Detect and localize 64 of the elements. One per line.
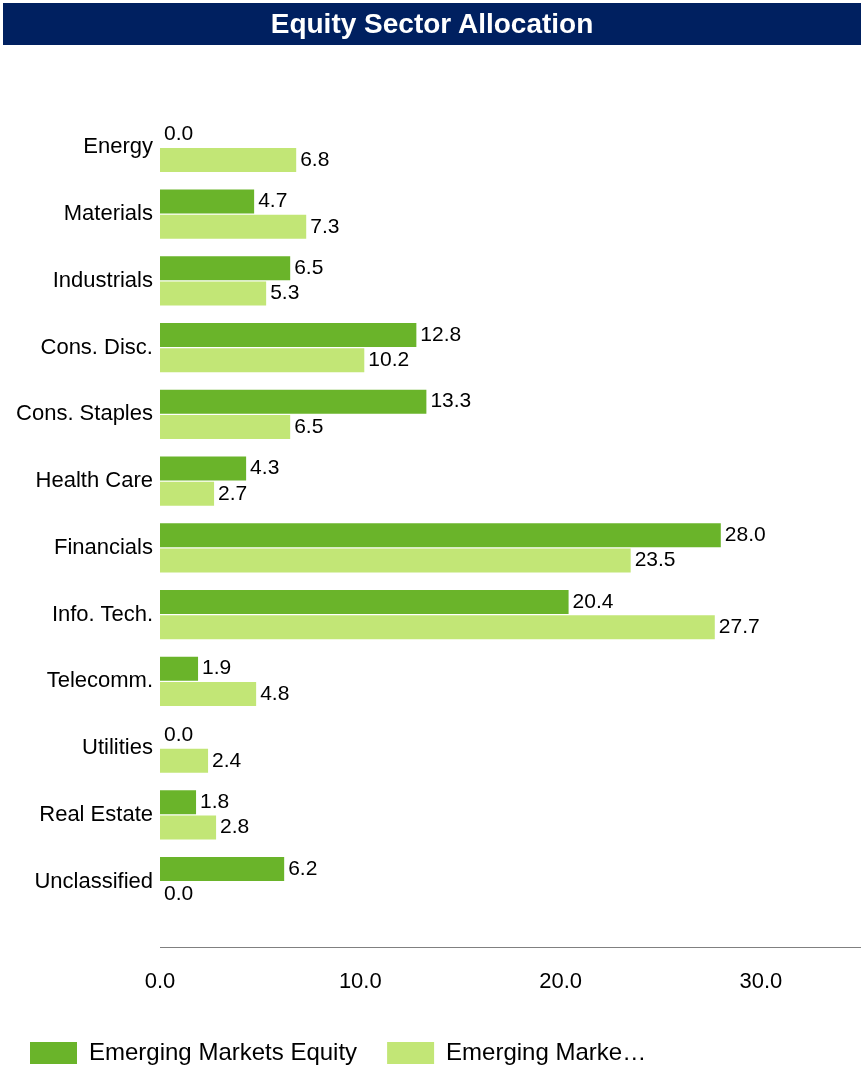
data-label: 7.3 [310,213,340,237]
y-tick-label: Industrials [52,266,153,292]
data-label: 6.5 [294,413,324,437]
data-label: 2.4 [212,747,242,771]
data-label: 0.0 [164,121,194,145]
x-tick-label: 20.0 [539,968,582,994]
bar [160,256,291,281]
data-label: 28.0 [724,521,766,545]
y-tick-label: Real Estate [39,800,153,826]
data-label: 4.8 [260,680,290,704]
y-tick-label: Telecomm. [46,667,153,693]
bar [160,548,631,573]
y-tick-label: Health Care [35,467,153,493]
data-label: 5.3 [270,280,300,304]
bar [160,415,291,440]
y-tick-label: Materials [63,200,153,226]
bar [160,815,217,840]
bar [160,748,209,773]
data-label: 2.8 [220,814,250,838]
bar [160,523,721,548]
data-label: 10.2 [368,347,410,371]
data-label: 6.8 [300,146,330,170]
data-label: 0.0 [164,881,194,905]
data-label: 13.3 [430,388,472,412]
legend-label: Emerging Marke… [446,1037,647,1065]
data-label: 4.3 [250,455,280,479]
data-label: 23.5 [634,547,676,571]
bar [160,790,197,815]
data-label: 4.7 [258,188,288,212]
bar [160,348,365,373]
data-label: 1.8 [200,788,230,812]
y-tick-label: Info. Tech. [51,600,153,626]
bar [160,615,715,640]
bar [160,389,427,414]
y-tick-label: Utilities [82,734,153,760]
data-label: 1.9 [202,655,232,679]
chart-title: Equity Sector Allocation [3,3,861,45]
bar [160,589,569,614]
bar [160,481,215,506]
y-tick-label: Cons. Staples [16,400,153,426]
bar [160,281,267,306]
data-label: 2.7 [218,480,248,504]
data-label: 27.7 [718,614,760,638]
y-tick-label: Unclassified [34,867,153,893]
bar [160,148,297,173]
bar [160,322,417,347]
legend-label: Emerging Markets Equity [89,1037,358,1065]
data-label: 12.8 [420,321,462,345]
bar [160,189,255,214]
data-label: 0.0 [164,722,194,746]
bar [160,856,285,881]
y-tick-label: Energy [83,133,153,159]
bar [160,682,257,707]
data-label: 20.4 [572,588,614,612]
data-label: 6.2 [288,855,318,879]
data-label: 6.5 [294,254,324,278]
x-tick-label: 30.0 [739,968,783,994]
x-tick-label: 0.0 [144,968,176,994]
y-tick-label: Financials [53,533,153,559]
bar [160,456,247,481]
bar [160,656,199,681]
y-tick-label: Cons. Disc. [40,333,153,359]
bar [160,214,307,239]
x-tick-label: 10.0 [338,968,382,994]
